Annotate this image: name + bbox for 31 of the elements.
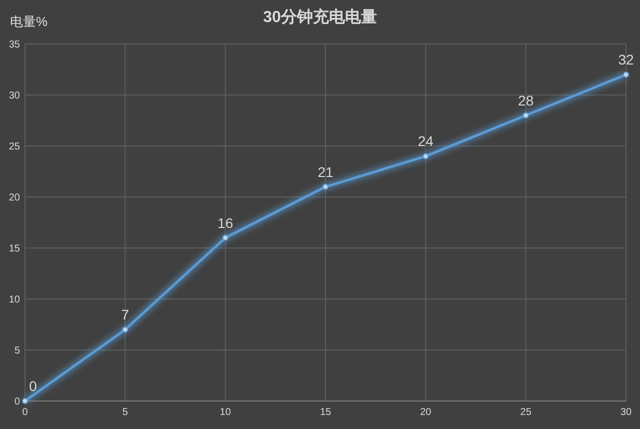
x-tick-label: 30 (620, 407, 632, 418)
y-tick-label: 5 (14, 346, 20, 356)
x-tick-label: 25 (520, 407, 532, 418)
point (22, 398, 28, 404)
point (322, 184, 328, 190)
chart-title: 30分钟充电电量 (263, 8, 377, 26)
x-tick-label: 0 (22, 407, 28, 418)
y-tick-label: 25 (8, 142, 20, 152)
data-label: 28 (518, 92, 534, 108)
data-label: 21 (318, 164, 334, 180)
y-tick-label: 15 (8, 244, 20, 254)
point (122, 326, 128, 333)
y-tick-label: 0 (14, 396, 20, 408)
data-label: 24 (418, 133, 434, 150)
y-tick-label: 30 (8, 90, 20, 102)
point (623, 72, 629, 78)
y-tick-label: 10 (8, 294, 20, 306)
data-label: 32 (618, 52, 634, 68)
y-tick-label: 35 (8, 40, 20, 50)
data-label: 16 (218, 214, 234, 231)
point (522, 112, 529, 118)
y-axis-title: 电量% (10, 14, 48, 29)
point (422, 153, 429, 160)
y-tick-label: 20 (8, 192, 20, 204)
x-tick-label: 20 (420, 407, 432, 418)
x-tick-label: 15 (320, 407, 332, 418)
point (222, 234, 228, 241)
x-tick-label: 10 (220, 407, 232, 418)
data-label: 0 (29, 378, 38, 394)
data-label: 7 (121, 306, 130, 323)
x-tick-label: 5 (122, 407, 128, 418)
